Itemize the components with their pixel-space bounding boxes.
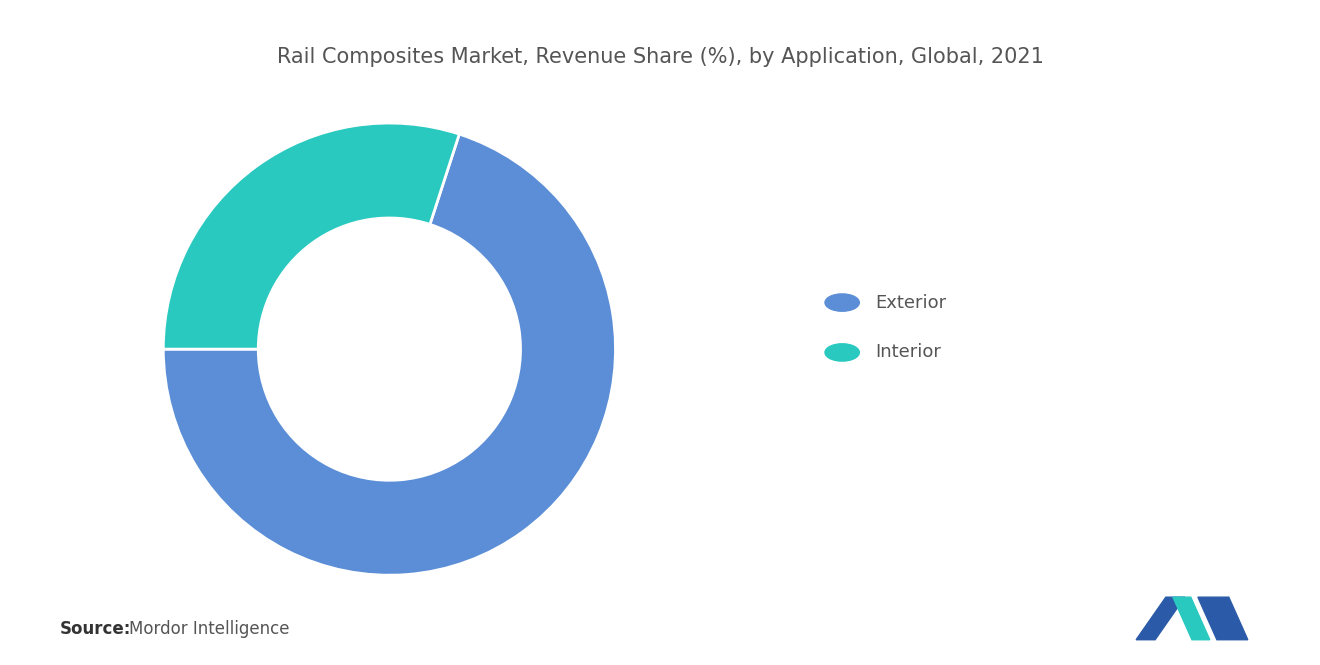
Polygon shape (1137, 597, 1185, 640)
Wedge shape (164, 123, 459, 349)
Text: Exterior: Exterior (875, 293, 946, 312)
Text: Interior: Interior (875, 343, 941, 362)
Text: Rail Composites Market, Revenue Share (%), by Application, Global, 2021: Rail Composites Market, Revenue Share (%… (277, 47, 1043, 66)
Text: Source:: Source: (59, 620, 131, 638)
Polygon shape (1173, 597, 1209, 640)
Polygon shape (1197, 597, 1247, 640)
Text: Mordor Intelligence: Mordor Intelligence (129, 620, 290, 638)
Wedge shape (164, 134, 615, 575)
